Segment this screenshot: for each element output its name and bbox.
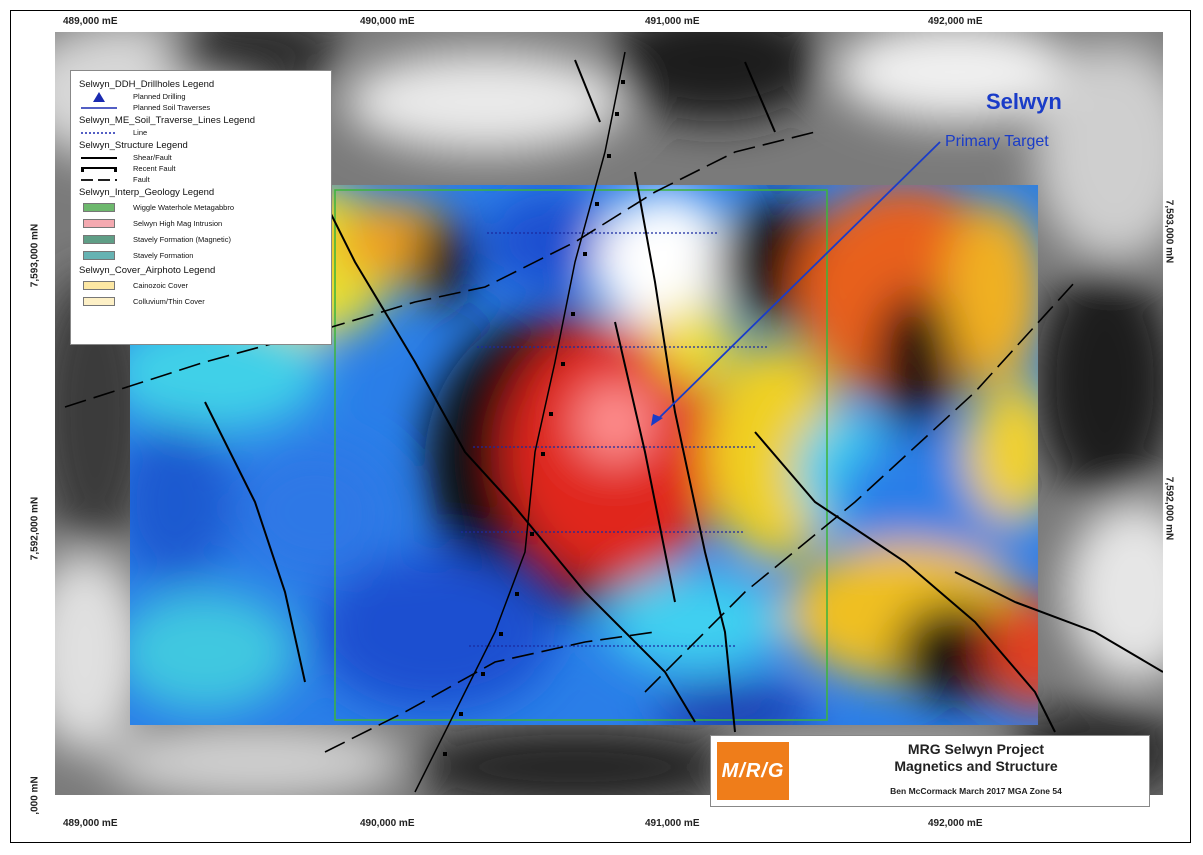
tick-top-4: 492,000 mE xyxy=(928,16,983,27)
tick-top-2: 490,000 mE xyxy=(360,16,415,27)
tick-left-2: 7,592,000 mN xyxy=(29,496,41,561)
legend-item-planned-drilling: Planned Drilling xyxy=(79,91,323,102)
tick-top-3: 491,000 mE xyxy=(645,16,700,27)
legend-item-shear-fault: Shear/Fault xyxy=(79,152,323,163)
author-line: Ben McCormack March 2017 MGA Zone 54 xyxy=(890,786,1062,796)
legend-item-cainozoic: Cainozoic Cover xyxy=(79,277,323,293)
legend-label: Planned Soil Traverses xyxy=(133,103,211,112)
dashed-fault-icon xyxy=(79,174,119,185)
legend-label: Colluvium/Thin Cover xyxy=(133,296,205,306)
swatch-stavely-magnetic xyxy=(83,234,115,244)
legend-heading-cover: Selwyn_Cover_Airphoto Legend xyxy=(79,265,216,276)
solid-line-icon xyxy=(79,102,119,113)
legend-label: Recent Fault xyxy=(133,164,176,173)
swatch-metagabbro xyxy=(83,202,115,212)
legend-item-stavely: Stavely Formation xyxy=(79,247,323,263)
title-block: M/R/G MRG Selwyn Project Magnetics and S… xyxy=(710,735,1150,807)
legend-heading-drillholes: Selwyn_DDH_Drillholes Legend xyxy=(79,79,215,90)
legend-heading-geology: Selwyn_Interp_Geology Legend xyxy=(79,187,215,198)
legend-item-planned-soil: Planned Soil Traverses xyxy=(79,102,323,113)
legend-item-high-mag-intrusion: Selwyn High Mag Intrusion xyxy=(79,215,323,231)
tick-left-1: 7,593,000 mN xyxy=(29,223,41,288)
legend-item-recent-fault: Recent Fault xyxy=(79,163,323,174)
legend-label: Fault xyxy=(133,175,150,184)
tick-bottom-1: 489,000 mE xyxy=(63,818,118,829)
tick-bottom-2: 490,000 mE xyxy=(360,818,415,829)
map-title: MRG Selwyn Project Magnetics and Structu… xyxy=(811,741,1141,775)
legend-label: Wiggle Waterhole Metagabbro xyxy=(133,202,235,212)
tick-left-3: ,000 mN xyxy=(29,776,41,815)
legend-label: Stavely Formation (Magnetic) xyxy=(133,234,231,244)
tick-bottom-4: 492,000 mE xyxy=(928,818,983,829)
logo-text: M/R/G xyxy=(721,759,785,782)
legend-item-stavely-magnetic: Stavely Formation (Magnetic) xyxy=(79,231,323,247)
tick-right-1: 7,593,000 mN xyxy=(1163,199,1175,264)
legend-label: Shear/Fault xyxy=(133,153,172,162)
tick-bottom-3: 491,000 mE xyxy=(645,818,700,829)
mrg-logo: M/R/G xyxy=(717,742,789,800)
legend-label: Line xyxy=(133,128,148,137)
map-title-line1: MRG Selwyn Project xyxy=(907,741,1045,757)
dotted-line-icon xyxy=(79,127,119,138)
target-title: Selwyn xyxy=(986,89,1062,114)
recent-fault-icon xyxy=(79,163,119,174)
tick-top-1: 489,000 mE xyxy=(63,16,118,27)
tick-right-2: 7,592,000 mN xyxy=(1163,476,1175,541)
solid-fault-icon xyxy=(79,152,119,163)
legend-label: Selwyn High Mag Intrusion xyxy=(133,218,223,228)
map-title-line2: Magnetics and Structure xyxy=(894,758,1058,774)
legend-item-metagabbro: Wiggle Waterhole Metagabbro xyxy=(79,199,323,215)
swatch-intrusion xyxy=(83,218,115,228)
legend-label: Planned Drilling xyxy=(133,92,186,101)
swatch-colluvium xyxy=(83,296,115,306)
magnetics-map[interactable] xyxy=(55,32,1163,795)
legend-label: Stavely Formation xyxy=(133,250,194,260)
map-frame xyxy=(10,10,1191,843)
legend-item-colluvium: Colluvium/Thin Cover xyxy=(79,293,323,309)
map-legend: Selwyn_DDH_Drillholes Legend Planned Dri… xyxy=(70,70,332,345)
triangle-icon xyxy=(79,91,119,102)
swatch-stavely xyxy=(83,250,115,260)
swatch-cainozoic xyxy=(83,280,115,290)
legend-heading-soil-lines: Selwyn_ME_Soil_Traverse_Lines Legend xyxy=(79,115,256,126)
legend-label: Cainozoic Cover xyxy=(133,280,189,290)
legend-heading-structure: Selwyn_Structure Legend xyxy=(79,140,188,151)
legend-item-line: Line xyxy=(79,127,323,138)
target-subtitle: Primary Target xyxy=(945,133,1049,150)
legend-item-fault: Fault xyxy=(79,174,323,185)
